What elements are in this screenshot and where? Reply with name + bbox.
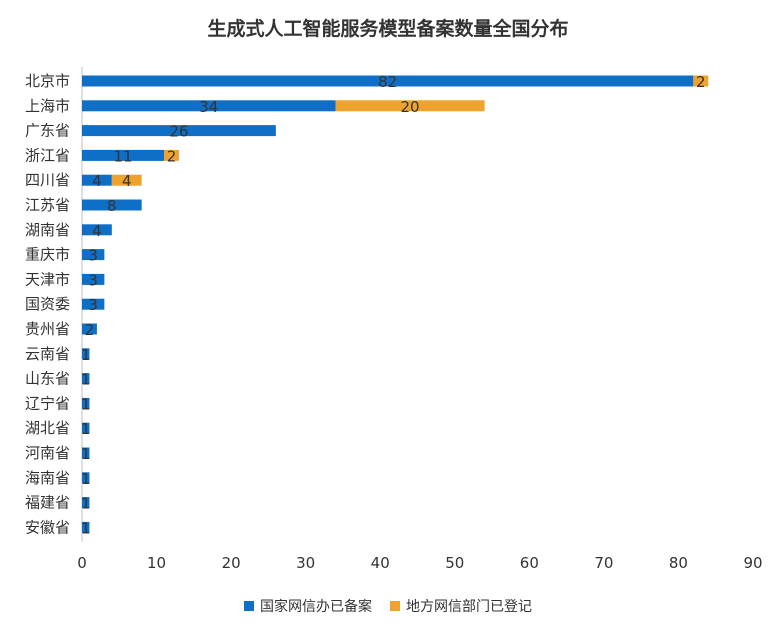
data-label-series-1: 20 xyxy=(400,98,419,116)
data-label-series-0: 3 xyxy=(88,296,98,314)
legend-swatch-series-1 xyxy=(390,601,400,611)
data-label-series-0: 8 xyxy=(107,197,117,215)
data-label-series-0: 3 xyxy=(88,247,98,265)
category-label: 天津市 xyxy=(25,270,70,288)
data-label-series-0: 1 xyxy=(81,470,91,488)
legend-label-series-1: 地方网信部门已登记 xyxy=(406,599,532,615)
chart-title: 生成式人工智能服务模型备案数量全国分布 xyxy=(207,18,569,40)
bar-series-1 xyxy=(111,174,142,186)
bar-series-0 xyxy=(82,373,90,385)
bar-series-0 xyxy=(82,497,90,509)
data-label-series-1: 2 xyxy=(696,73,706,91)
category-label: 辽宁省 xyxy=(25,394,70,412)
data-label-series-0: 26 xyxy=(169,123,188,141)
category-label: 浙江省 xyxy=(25,146,70,164)
bar-series-0 xyxy=(82,174,112,186)
bar-series-1 xyxy=(693,75,709,87)
category-label: 云南省 xyxy=(25,345,70,363)
bar-series-0 xyxy=(82,125,276,137)
legend-item-series-0: 国家网信办已备案 xyxy=(244,596,372,616)
bar-series-0 xyxy=(82,75,694,87)
data-label-series-0: 34 xyxy=(199,98,218,116)
bar-series-0 xyxy=(82,348,90,360)
category-label: 福建省 xyxy=(25,494,70,512)
x-tick-label: 60 xyxy=(520,554,539,572)
category-label: 江苏省 xyxy=(25,196,70,214)
bar-series-1 xyxy=(335,100,485,112)
category-label: 海南省 xyxy=(25,469,70,487)
category-label: 河南省 xyxy=(25,444,70,462)
data-label-series-0: 82 xyxy=(378,73,397,91)
category-label: 山东省 xyxy=(25,370,70,388)
legend-swatch-series-0 xyxy=(244,601,254,611)
category-label: 贵州省 xyxy=(25,320,70,338)
data-label-series-0: 1 xyxy=(81,371,91,389)
category-label: 四川省 xyxy=(25,171,70,189)
x-tick-label: 70 xyxy=(594,554,613,572)
bar-series-0 xyxy=(82,224,112,236)
bar-series-0 xyxy=(82,298,105,310)
x-tick-label: 30 xyxy=(296,554,315,572)
category-label: 上海市 xyxy=(25,97,70,115)
category-label: 重庆市 xyxy=(25,246,70,264)
category-label: 湖北省 xyxy=(25,419,70,437)
x-tick-label: 80 xyxy=(669,554,688,572)
data-label-series-0: 1 xyxy=(81,346,91,364)
bar-series-0 xyxy=(82,100,336,112)
bar-series-0 xyxy=(82,447,90,459)
bar-series-0 xyxy=(82,249,105,261)
x-tick-label: 50 xyxy=(445,554,464,572)
data-label-series-0: 11 xyxy=(113,147,132,165)
data-label-series-0: 3 xyxy=(88,271,98,289)
x-tick-label: 0 xyxy=(77,554,87,572)
bar-series-0 xyxy=(82,323,97,335)
data-label-series-1: 4 xyxy=(122,172,132,190)
data-label-series-0: 1 xyxy=(81,445,91,463)
bar-series-1 xyxy=(164,149,179,161)
category-label: 广东省 xyxy=(25,122,70,140)
x-tick-label: 40 xyxy=(371,554,390,572)
bar-series-0 xyxy=(82,199,142,211)
category-label: 安徽省 xyxy=(25,518,70,536)
bar-series-0 xyxy=(82,397,90,409)
bar-series-0 xyxy=(82,149,165,161)
data-label-series-0: 1 xyxy=(81,420,91,438)
bar-series-0 xyxy=(82,422,90,434)
category-label: 湖南省 xyxy=(25,221,70,239)
x-tick-label: 90 xyxy=(743,554,762,572)
data-label-series-1: 2 xyxy=(167,147,177,165)
category-label: 北京市 xyxy=(25,72,70,90)
data-label-series-0: 1 xyxy=(81,395,91,413)
x-tick-label: 20 xyxy=(222,554,241,572)
bar-series-0 xyxy=(82,273,105,285)
data-label-series-0: 4 xyxy=(92,172,102,190)
legend: 国家网信办已备案 地方网信部门已登记 xyxy=(0,596,776,616)
category-label: 国资委 xyxy=(25,295,70,313)
data-label-series-0: 4 xyxy=(92,222,102,240)
data-label-series-0: 1 xyxy=(81,495,91,513)
data-label-series-0: 2 xyxy=(85,321,95,339)
legend-label-series-0: 国家网信办已备案 xyxy=(260,599,372,615)
legend-item-series-1: 地方网信部门已登记 xyxy=(390,596,532,616)
data-label-series-0: 1 xyxy=(81,519,91,537)
x-tick-label: 10 xyxy=(147,554,166,572)
bar-series-0 xyxy=(82,472,90,484)
bar-series-0 xyxy=(82,521,90,533)
